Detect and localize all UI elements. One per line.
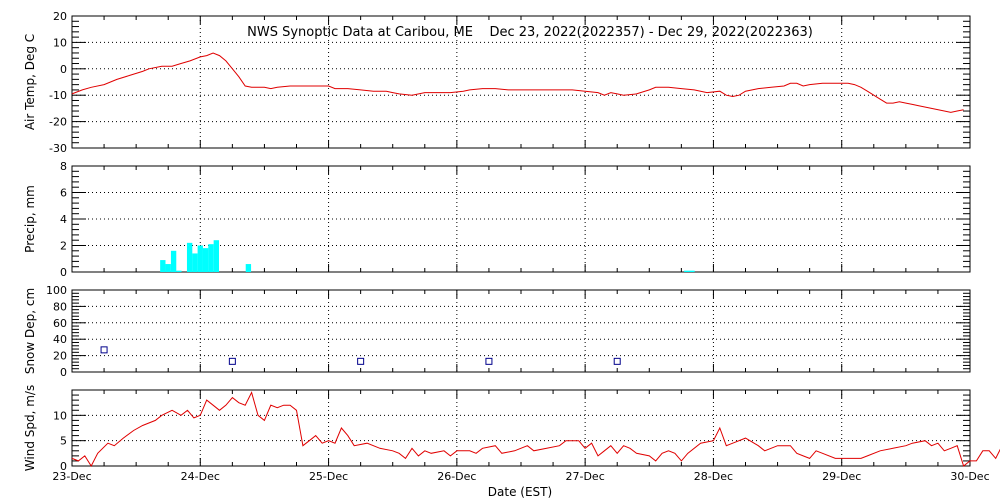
x-tick-label: 23-Dec xyxy=(52,470,91,483)
snow-y-tick-label: 20 xyxy=(53,350,67,363)
wind-y-tick-label: 10 xyxy=(53,409,67,422)
temp-y-tick-label: 10 xyxy=(53,36,67,49)
x-tick-label: 24-Dec xyxy=(181,470,220,483)
chart-title: NWS Synoptic Data at Caribou, ME Dec 23,… xyxy=(247,25,813,40)
temp-y-tick-label: -10 xyxy=(49,89,67,102)
snow-panel: 0 20 40 60 80 100 Snow Dep, cm xyxy=(23,284,971,379)
precip-bar xyxy=(208,244,214,272)
temp-y-tick-label: -20 xyxy=(49,116,67,129)
snow-y-tick-label: 40 xyxy=(53,333,67,346)
wind-y-axis-label: Wind Spd, m/s xyxy=(23,385,37,471)
temp-y-tick-label: -30 xyxy=(49,142,67,155)
precip-y-tick-label: 4 xyxy=(60,213,67,226)
snow-y-tick-label: 80 xyxy=(53,300,67,313)
precip-bar xyxy=(213,240,219,272)
precip-bar xyxy=(197,245,203,272)
precip-bar xyxy=(176,270,182,272)
snow-point xyxy=(228,357,236,365)
precip-y-tick-label: 2 xyxy=(60,240,67,253)
wind-y-tick-label: 0 xyxy=(60,460,67,473)
wind-series-line xyxy=(71,391,1000,468)
snow-frame xyxy=(71,289,971,373)
wind-y-tick-label: 5 xyxy=(60,435,67,448)
precip-bar xyxy=(192,253,198,272)
temp-panel: -30 -20 -10 0 10 20 Air Temp, Deg C xyxy=(23,10,971,155)
x-tick-label: 27-Dec xyxy=(566,470,605,483)
x-tick-label: 30-Dec xyxy=(950,470,989,483)
temp-y-tick-label: 20 xyxy=(53,10,67,23)
precip-bar xyxy=(245,264,252,272)
snow-point xyxy=(100,346,108,354)
wind-panel: 0 5 10 Wind Spd, m/s xyxy=(23,385,1000,473)
x-tick-label: 28-Dec xyxy=(694,470,733,483)
precip-bar xyxy=(165,264,171,272)
snow-point xyxy=(485,357,493,365)
temp-series-line xyxy=(71,52,964,113)
snow-point xyxy=(357,357,365,365)
wind-frame xyxy=(71,389,971,467)
snow-point xyxy=(613,357,621,365)
x-tick-label: 25-Dec xyxy=(309,470,348,483)
precip-y-tick-label: 8 xyxy=(60,160,67,173)
precip-y-axis-label: Precip, mm xyxy=(23,185,37,253)
precip-panel: 0 2 4 6 8 Precip, mm xyxy=(23,160,971,279)
x-tick-label: 29-Dec xyxy=(822,470,861,483)
precip-bar xyxy=(170,250,177,272)
snow-y-tick-label: 0 xyxy=(60,366,67,379)
precip-y-tick-label: 6 xyxy=(60,187,67,200)
chart-panels: -30 -20 -10 0 10 20 Air Temp, Deg C 0 2 4 6 8 Precip… xyxy=(23,10,1000,483)
snow-y-tick-label: 60 xyxy=(53,317,67,330)
precip-bar xyxy=(203,248,209,272)
precip-y-tick-label: 0 xyxy=(60,266,67,279)
precip-bar xyxy=(186,242,193,272)
snow-y-tick-label: 100 xyxy=(46,284,67,297)
x-axis-label: Date (EST) xyxy=(488,485,552,499)
precip-bar xyxy=(689,270,695,272)
precip-bar xyxy=(160,260,166,272)
x-tick-label: 26-Dec xyxy=(437,470,476,483)
snow-y-axis-label: Snow Dep, cm xyxy=(23,288,37,374)
temp-y-tick-label: 0 xyxy=(60,63,67,76)
temp-y-axis-label: Air Temp, Deg C xyxy=(23,34,37,130)
precip-bar xyxy=(684,270,690,272)
